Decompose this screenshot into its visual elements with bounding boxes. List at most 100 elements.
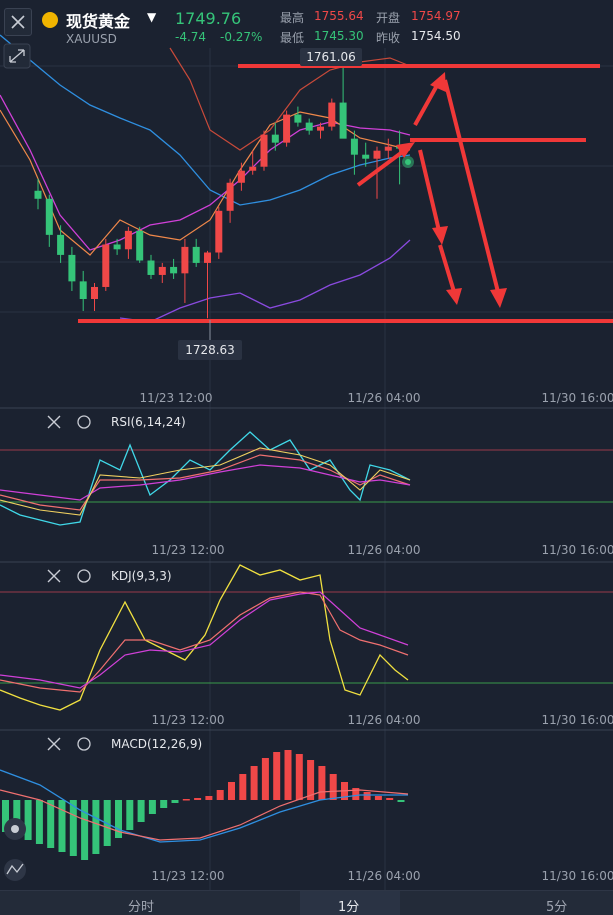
time-label: 11/30 16:00 xyxy=(542,713,613,727)
candle-body xyxy=(57,234,65,255)
candle-body xyxy=(79,281,87,299)
candle-body xyxy=(237,170,245,183)
settings-icon[interactable] xyxy=(77,569,91,583)
macd-bar xyxy=(329,774,337,800)
candle-body xyxy=(68,254,76,282)
ma-line-blue xyxy=(0,34,411,206)
rsi-panel: RSI(6,14,24) 11/23 12:00 11/26 04:00 11/… xyxy=(0,415,613,557)
ma-line-purple xyxy=(119,239,411,323)
selected-tab-highlight xyxy=(300,891,400,915)
time-label: 11/23 12:00 xyxy=(152,713,225,727)
macd-bar xyxy=(250,766,258,800)
trend-arrows xyxy=(356,72,507,308)
candle-body xyxy=(350,138,358,155)
settings-icon[interactable] xyxy=(77,737,91,751)
last-price: 1749.76 xyxy=(175,9,242,28)
macd-bar xyxy=(295,754,303,800)
time-label: 11/26 04:00 xyxy=(348,391,421,405)
tab-1min[interactable]: 1分 xyxy=(338,900,360,915)
macd-bar xyxy=(69,800,77,856)
macd-bar xyxy=(2,800,9,832)
close-button[interactable] xyxy=(4,8,32,36)
instrument-symbol: XAUUSD xyxy=(66,32,117,46)
macd-bar xyxy=(228,782,235,800)
macd-bar xyxy=(148,800,156,814)
candle-body xyxy=(317,126,324,131)
timeframe-tabs: 分时 1分 5分 xyxy=(0,890,613,915)
time-label: 11/23 12:00 xyxy=(152,543,225,557)
candle-body xyxy=(192,246,200,263)
ma-line-magenta xyxy=(0,94,411,251)
macd-bar xyxy=(24,800,32,840)
macd-bar xyxy=(126,800,134,830)
candle-body xyxy=(91,286,98,299)
time-label: 11/23 12:00 xyxy=(152,869,225,883)
tab-5min[interactable]: 5分 xyxy=(546,900,568,915)
macd-panel: MACD(12,26,9) 11/23 12:00 11/26 04:00 11… xyxy=(0,737,613,883)
low-label: 最低 xyxy=(280,31,305,45)
candle-body xyxy=(102,244,110,287)
close-icon[interactable] xyxy=(47,415,61,429)
macd-bar xyxy=(115,800,122,838)
candle-body xyxy=(362,154,370,159)
candle-body xyxy=(181,246,189,274)
candle-body xyxy=(384,146,392,151)
close-icon xyxy=(11,15,25,29)
indicator-tool-icon[interactable] xyxy=(4,859,26,881)
candle-body xyxy=(34,190,42,199)
open-value: 1754.97 xyxy=(411,9,461,23)
candle-body xyxy=(339,102,347,139)
candle-body xyxy=(170,266,178,274)
min-label-box xyxy=(178,340,242,360)
expand-icon[interactable] xyxy=(3,43,31,69)
time-label: 11/30 16:00 xyxy=(542,543,613,557)
macd-histogram xyxy=(2,750,405,860)
macd-bar xyxy=(318,766,326,800)
candle-body xyxy=(283,114,291,143)
candle-body xyxy=(124,230,132,250)
macd-label: MACD(12,26,9) xyxy=(111,737,202,751)
rsi-label: RSI(6,14,24) xyxy=(111,415,186,429)
current-price-dot xyxy=(405,159,411,165)
high-value: 1755.64 xyxy=(314,9,364,23)
ma-line-orange xyxy=(0,109,411,256)
high-label: 最高 xyxy=(280,11,305,25)
macd-bar xyxy=(205,796,213,800)
chart-area[interactable]: 1761.06 1728.63 11/23 12:00 11/26 04:00 … xyxy=(0,0,613,890)
macd-bar xyxy=(182,799,190,801)
candle-body xyxy=(305,122,313,131)
settings-icon[interactable] xyxy=(77,415,91,429)
macd-bar xyxy=(363,792,371,800)
time-label: 11/23 12:00 xyxy=(140,391,213,405)
macd-bar xyxy=(160,800,168,808)
macd-bar xyxy=(216,790,224,800)
macd-bar xyxy=(239,774,247,800)
time-label: 11/30 16:00 xyxy=(542,391,613,405)
time-label: 11/26 04:00 xyxy=(348,869,421,883)
close-icon[interactable] xyxy=(47,737,61,751)
max-label-box xyxy=(300,48,362,66)
kdj-panel: KDJ(9,3,3) 11/23 12:00 11/26 04:00 11/30… xyxy=(0,564,613,727)
time-label: 11/26 04:00 xyxy=(348,713,421,727)
min-price-label: 1728.63 xyxy=(185,343,235,357)
candle-body xyxy=(158,266,166,275)
candle-body xyxy=(45,198,53,235)
macd-bar xyxy=(47,800,55,848)
macd-bar xyxy=(171,800,179,803)
prev-close-label: 昨收 xyxy=(376,31,401,45)
macd-bar xyxy=(374,796,382,800)
price-change: -4.74 xyxy=(175,30,207,44)
candle-body xyxy=(249,166,257,171)
instrument-title[interactable]: 现货黄金 xyxy=(66,12,131,31)
macd-bar xyxy=(58,800,66,852)
kdj-label: KDJ(9,3,3) xyxy=(111,569,172,583)
drawing-tool-icon[interactable] xyxy=(4,818,26,840)
price-change-percent: -0.27% xyxy=(220,30,263,44)
macd-bar xyxy=(261,758,269,800)
prev-close-value: 1754.50 xyxy=(411,29,461,43)
gold-logo-icon xyxy=(42,12,58,28)
chevron-down-icon[interactable]: ▼ xyxy=(147,10,157,24)
macd-bar xyxy=(352,788,360,800)
tab-timeline[interactable]: 分时 xyxy=(128,900,155,915)
close-icon[interactable] xyxy=(47,569,61,583)
